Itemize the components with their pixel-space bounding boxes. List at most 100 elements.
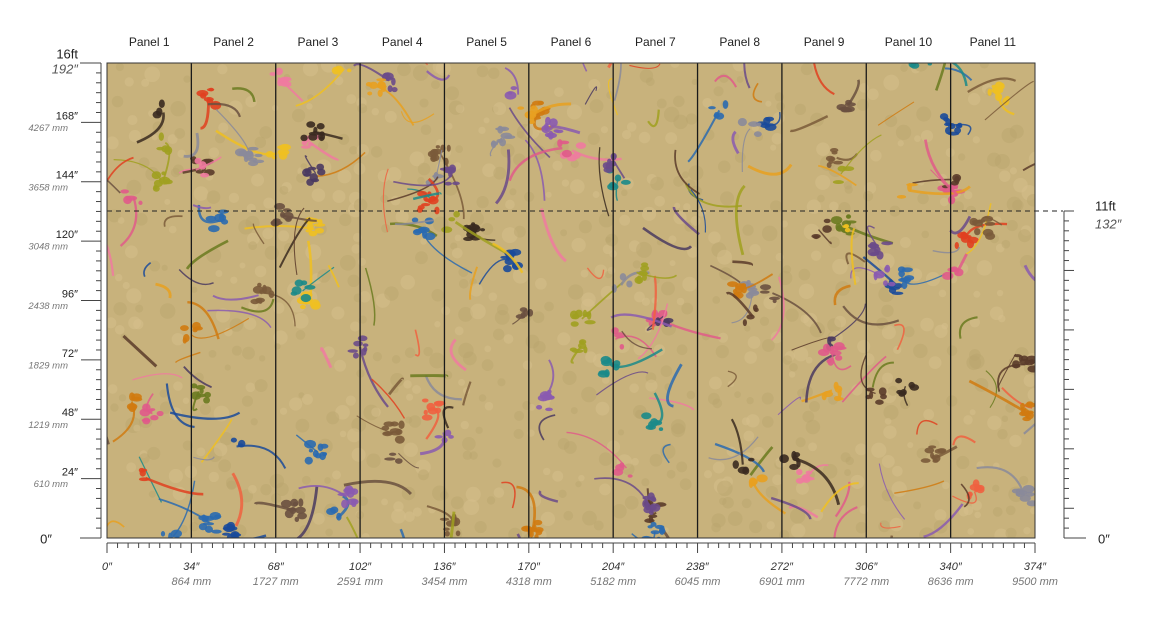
flower: [583, 346, 588, 354]
texture: [224, 364, 231, 371]
texture: [1030, 507, 1035, 515]
texture: [838, 202, 851, 215]
stem: [820, 482, 859, 513]
flower: [269, 72, 277, 76]
flower: [208, 87, 214, 92]
texture: [1005, 527, 1017, 538]
texture: [560, 229, 568, 237]
flower: [548, 130, 554, 140]
texture: [605, 233, 619, 247]
flower: [304, 284, 316, 290]
ruler-zero: 0″: [40, 531, 52, 546]
ruler-inches: 374″: [1024, 561, 1047, 573]
flower: [395, 428, 403, 435]
texture: [811, 508, 824, 521]
texture: [656, 98, 667, 109]
flower: [373, 569, 380, 574]
texture: [690, 215, 701, 227]
texture: [371, 108, 379, 116]
flower: [299, 304, 306, 310]
texture: [366, 453, 381, 468]
flower: [496, 139, 504, 143]
stem: [684, 183, 743, 208]
texture: [736, 76, 744, 83]
texture: [899, 236, 911, 248]
ruler-inches: 238″: [685, 561, 709, 573]
texture: [164, 198, 171, 205]
texture: [570, 159, 579, 168]
flower: [835, 346, 847, 350]
flower: [633, 7, 643, 13]
ruler-mm: 6045 mm: [675, 576, 721, 588]
stem: [492, 242, 524, 274]
texture: [789, 508, 806, 524]
stem: [649, 397, 695, 411]
flower: [346, 498, 359, 506]
texture: [278, 230, 290, 242]
texture: [712, 461, 725, 474]
texture: [634, 291, 645, 303]
stem: [934, 63, 947, 91]
flower: [645, 536, 655, 538]
texture: [798, 268, 811, 281]
texture: [474, 520, 487, 534]
flower: [388, 452, 397, 456]
stem: [916, 419, 938, 435]
texture: [580, 269, 589, 278]
flower: [742, 319, 747, 327]
texture: [117, 217, 125, 224]
stem: [185, 239, 229, 270]
flower: [627, 474, 633, 478]
flower: [779, 454, 789, 464]
stem: [582, 63, 588, 72]
texture: [488, 67, 500, 79]
stem: [122, 334, 158, 368]
flower: [817, 348, 830, 357]
texture: [765, 100, 772, 107]
panel-label: Panel 9: [804, 35, 845, 49]
flower: [570, 0, 581, 4]
texture: [279, 185, 289, 195]
texture: [946, 395, 958, 407]
texture: [920, 317, 934, 332]
texture: [478, 126, 486, 135]
flower: [669, 557, 675, 562]
flower: [748, 480, 754, 488]
texture: [708, 231, 721, 244]
texture: [878, 520, 891, 533]
flower: [510, 86, 518, 91]
texture: [350, 321, 361, 332]
stem: [770, 496, 812, 520]
flower: [337, 492, 350, 497]
flower: [280, 211, 286, 218]
flower: [519, 307, 528, 313]
flower: [752, 304, 758, 312]
flower: [158, 99, 165, 108]
flower: [226, 521, 236, 530]
stem: [842, 305, 900, 326]
texture: [707, 392, 720, 405]
texture: [168, 225, 177, 234]
flower: [394, 435, 405, 444]
panels: Panel 1 Panel 2 Panel 3 Panel 4 Panel 5 Panel…: [129, 35, 1016, 538]
flower: [648, 514, 658, 519]
texture: [934, 324, 948, 338]
texture: [357, 103, 368, 114]
flower: [805, 470, 813, 475]
flower: [203, 396, 210, 404]
texture: [217, 64, 228, 75]
texture: [682, 276, 698, 292]
texture: [828, 236, 840, 248]
texture: [923, 409, 935, 420]
flower: [867, 243, 880, 249]
flower: [205, 215, 217, 222]
flower: [555, 129, 564, 134]
flower: [284, 509, 294, 519]
texture: [741, 417, 750, 426]
texture: [259, 126, 273, 139]
flower: [896, 194, 907, 199]
texture: [674, 202, 681, 209]
texture: [581, 292, 596, 307]
stem: [538, 414, 556, 441]
stem: [508, 146, 563, 182]
